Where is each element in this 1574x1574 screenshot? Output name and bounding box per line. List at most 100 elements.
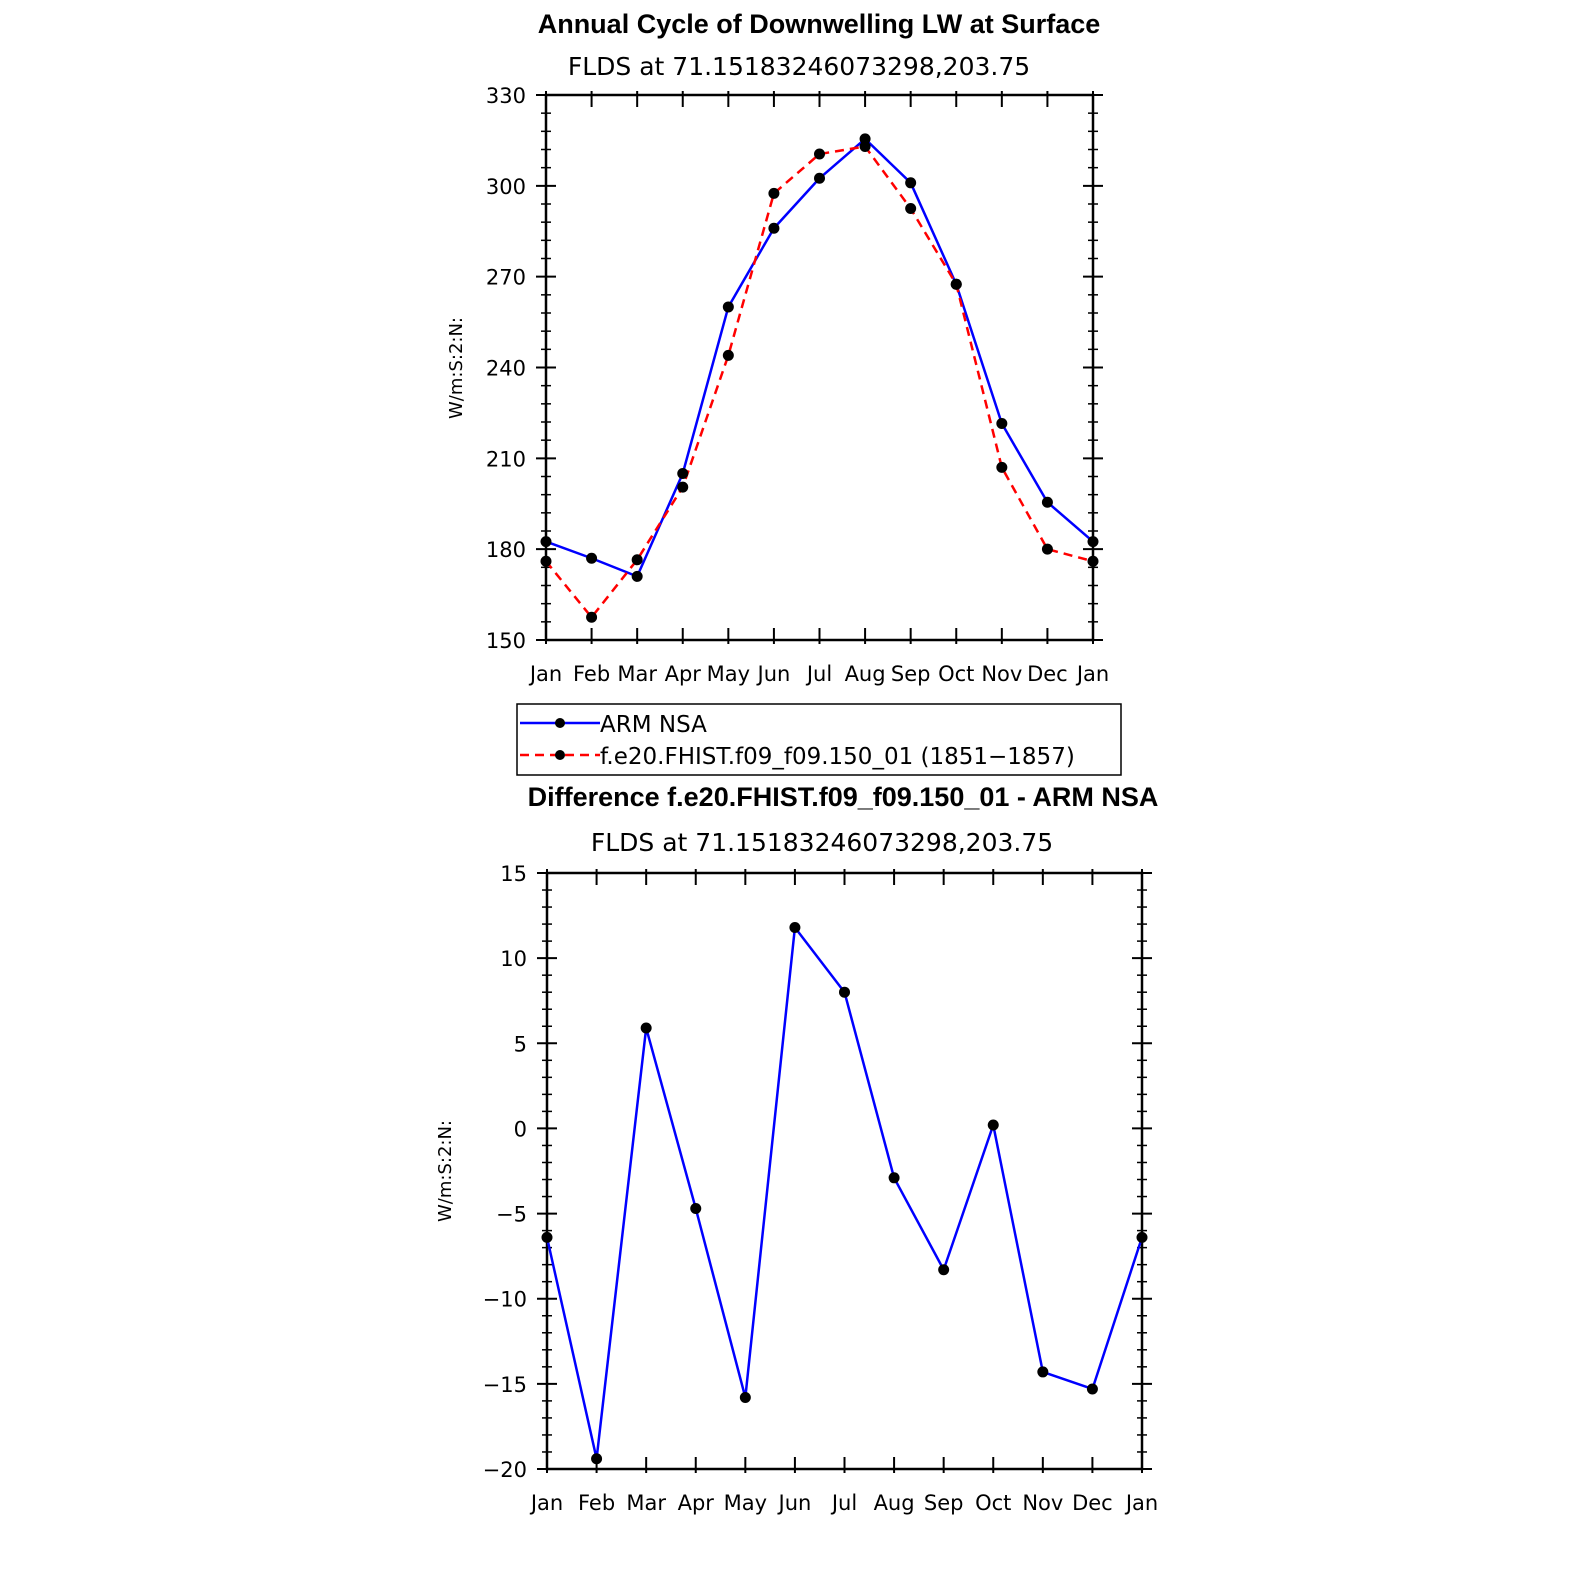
legend-label-model: f.e20.FHIST.f09_f09.150_01 (1851−1857) (600, 744, 1075, 770)
x-tick-label: Oct (975, 1491, 1011, 1515)
x-tick-label: Apr (665, 662, 702, 686)
data-point-1-7 (859, 140, 871, 152)
series-line-0 (545, 926, 1144, 1461)
axis-ticks: −20 −15 −10 −5 0 5 10 15 Jan Feb Mar Apr May Jun Jul Au… (483, 862, 1159, 1515)
plot-frame (545, 871, 1144, 1471)
y-tick-label: 180 (486, 538, 526, 562)
difference-panel: Difference f.e20.FHIST.f09_f09.150_01 - … (435, 782, 1158, 1515)
x-tick-label: Oct (938, 662, 974, 686)
data-point-1-5 (768, 187, 780, 199)
y-tick-label: −15 (483, 1373, 527, 1397)
data-point-0-1 (586, 552, 598, 564)
data-point-0-3 (677, 467, 689, 479)
series-marks (540, 133, 1099, 623)
data-point-0-0 (541, 1231, 553, 1243)
y-tick-label: 270 (486, 266, 526, 290)
series-line-0 (545, 137, 1094, 578)
plot-border (545, 871, 1144, 1471)
data-point-0-12 (1136, 1231, 1148, 1243)
data-point-1-0 (540, 555, 552, 567)
data-point-0-5 (768, 222, 780, 234)
chart-title: Annual Cycle of Downwelling LW at Surfac… (538, 9, 1101, 39)
x-tick-label: Jul (805, 662, 832, 686)
data-point-0-8 (905, 177, 917, 189)
y-tick-label: −5 (496, 1203, 527, 1227)
y-tick-label: −10 (483, 1288, 527, 1312)
y-axis-label: W/m:S:2:N: (435, 1120, 456, 1222)
x-tick-label: Mar (626, 1491, 666, 1515)
x-tick-label: Jul (830, 1491, 857, 1515)
data-point-0-11 (1086, 1383, 1098, 1395)
legend-label-arm-nsa: ARM NSA (600, 712, 707, 738)
chart-subtitle: FLDS at 71.15183246073298,203.75 (591, 828, 1053, 857)
data-point-1-2 (631, 554, 643, 566)
chart-title: Difference f.e20.FHIST.f09_f09.150_01 - … (528, 782, 1159, 812)
data-point-0-11 (1041, 496, 1053, 508)
x-tick-label: Sep (891, 662, 931, 686)
y-tick-label: −20 (483, 1458, 527, 1482)
data-point-0-5 (789, 921, 801, 933)
y-tick-label: 210 (486, 447, 526, 471)
x-tick-label: Jan (529, 1491, 563, 1515)
y-tick-label: 10 (500, 947, 527, 971)
axis-ticks: 150 180 210 240 270 300 330 Jan Feb Mar Apr May Jun J… (486, 84, 1109, 686)
data-point-0-4 (739, 1391, 751, 1403)
data-point-0-2 (631, 570, 643, 582)
x-tick-label: Feb (578, 1491, 615, 1515)
x-tick-label: Jan (528, 662, 562, 686)
legend-marker-model (555, 750, 565, 760)
data-point-0-8 (938, 1264, 950, 1276)
x-tick-label: Dec (1027, 662, 1068, 686)
data-point-1-11 (1041, 543, 1053, 555)
x-tick-label: Dec (1072, 1491, 1113, 1515)
data-point-0-7 (859, 133, 871, 145)
data-point-1-8 (905, 203, 917, 215)
x-tick-label: Aug (874, 1491, 915, 1515)
data-point-0-10 (1037, 1366, 1049, 1378)
data-point-1-12 (1087, 555, 1099, 567)
chart-subtitle: FLDS at 71.15183246073298,203.75 (568, 52, 1030, 81)
x-tick-label: Apr (678, 1491, 715, 1515)
data-point-1-6 (814, 148, 825, 160)
data-point-0-1 (591, 1453, 603, 1465)
x-tick-label: Jun (756, 662, 791, 686)
data-point-1-4 (722, 349, 734, 361)
y-tick-label: 300 (486, 175, 526, 199)
x-tick-label: Feb (573, 662, 610, 686)
x-tick-label: Aug (845, 662, 886, 686)
x-tick-label: Jun (777, 1491, 812, 1515)
series-line-1 (545, 145, 1094, 619)
data-point-0-6 (814, 172, 825, 184)
data-point-0-4 (722, 301, 734, 313)
x-tick-label: Sep (924, 1491, 964, 1515)
legend: ARM NSA f.e20.FHIST.f09_f09.150_01 (1851… (516, 703, 1122, 776)
y-tick-label: 15 (500, 862, 527, 886)
x-tick-label: Nov (981, 662, 1022, 686)
data-point-1-9 (950, 278, 962, 290)
data-point-1-1 (586, 611, 598, 623)
annual-cycle-panel: Annual Cycle of Downwelling LW at Surfac… (446, 9, 1109, 686)
y-axis-label: W/m:S:2:N: (446, 317, 467, 419)
data-point-0-12 (1087, 536, 1099, 548)
data-point-0-3 (690, 1202, 702, 1214)
y-tick-label: 5 (514, 1032, 527, 1056)
data-point-0-9 (987, 1119, 999, 1131)
x-tick-label: May (707, 662, 750, 686)
legend-box (516, 703, 1122, 776)
data-point-0-10 (996, 418, 1008, 430)
data-point-0-7 (888, 1172, 900, 1184)
y-tick-label: 0 (514, 1117, 527, 1141)
y-tick-label: 150 (486, 629, 526, 653)
data-point-1-3 (677, 481, 689, 493)
data-point-0-6 (839, 986, 850, 998)
y-tick-label: 330 (486, 84, 526, 108)
x-tick-label: Mar (617, 662, 657, 686)
y-tick-label: 240 (486, 357, 526, 381)
data-point-0-0 (540, 536, 552, 548)
data-point-1-10 (996, 461, 1008, 473)
data-point-0-2 (640, 1022, 652, 1034)
legend-marker-arm-nsa (555, 718, 565, 728)
x-tick-label: Jan (1124, 1491, 1158, 1515)
series-marks (541, 921, 1148, 1465)
x-tick-label: Jan (1075, 662, 1109, 686)
